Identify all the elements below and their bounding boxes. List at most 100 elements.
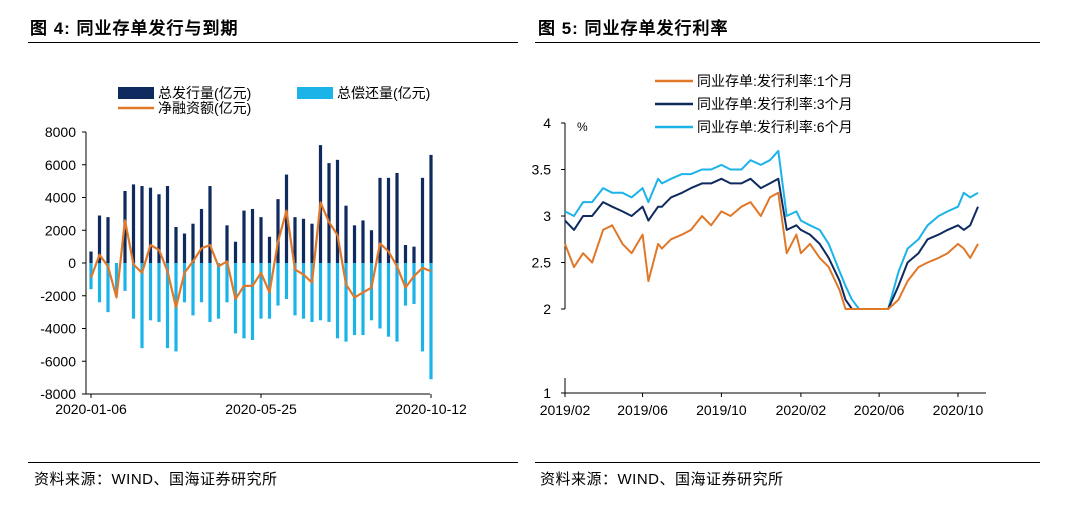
left-title-rule — [28, 42, 518, 43]
repay-bar — [420, 263, 425, 352]
repay-bar — [165, 263, 170, 349]
repay-bar — [310, 263, 314, 322]
issue-bar — [182, 233, 187, 263]
right-y-tick-label: 2.5 — [532, 255, 552, 271]
issue-bar — [335, 159, 340, 263]
repay-bar — [352, 263, 357, 336]
issue-bar — [301, 218, 306, 263]
issue-bar — [267, 236, 272, 263]
right-y-tick-label: 1 — [543, 385, 551, 401]
issue-bar — [327, 163, 331, 263]
left-y-tick-label: 2000 — [45, 222, 76, 238]
legend-6m-label: 同业存单:发行利率:6个月 — [697, 119, 853, 135]
left-y-tick-label: 4000 — [45, 190, 76, 206]
repay-bar — [114, 263, 119, 295]
left-y-tick-label: -8000 — [40, 386, 76, 402]
issue-bar — [403, 244, 408, 263]
left-y-tick-label: 6000 — [45, 157, 76, 173]
repay-bar — [318, 263, 323, 321]
repay-bar — [182, 263, 187, 303]
issue-bar — [208, 186, 212, 263]
repay-bar — [344, 263, 348, 342]
repay-bar — [327, 263, 331, 322]
legend-1m-label: 同业存单:发行利率:1个月 — [697, 73, 853, 89]
issue-bar — [276, 199, 280, 263]
issue-bar — [148, 187, 153, 263]
issue-bar — [412, 246, 416, 263]
legend-net-label: 净融资额(亿元) — [158, 100, 251, 116]
rate-3m-line — [564, 177, 979, 310]
right-x-tick-label: 2020/02 — [776, 402, 827, 418]
issue-bar — [344, 205, 348, 263]
issue-bar — [386, 177, 391, 263]
issue-bar — [369, 230, 374, 263]
repay-bar — [106, 263, 110, 313]
repay-bar — [378, 263, 382, 329]
issue-bar — [97, 215, 102, 263]
left-source-rule — [28, 462, 518, 463]
issue-bar — [378, 177, 382, 263]
repay-bar — [293, 263, 297, 316]
right-x-tick-label: 2020/10 — [933, 402, 984, 418]
issue-bar — [131, 184, 136, 263]
repay-bar — [208, 263, 212, 322]
right-y-tick-label: 4 — [543, 115, 551, 131]
left-x-tick-label: 2020-01-06 — [55, 401, 127, 417]
repay-bar — [157, 263, 161, 322]
legend-repay-swatch — [297, 87, 333, 99]
issue-bar — [310, 223, 314, 263]
left-x-tick-label: 2020-05-25 — [225, 401, 297, 417]
repay-bar — [361, 263, 365, 336]
repay-bar — [369, 263, 374, 321]
issue-bar — [361, 220, 365, 263]
repay-bar — [225, 263, 229, 303]
issue-bar — [250, 208, 255, 263]
repay-bar — [403, 263, 408, 306]
issue-bar — [225, 225, 229, 263]
issue-bar — [242, 210, 246, 263]
right-source-note: 资料来源：WIND、国海证券研究所 — [540, 471, 784, 488]
right-x-tick-label: 2019/10 — [696, 402, 747, 418]
issue-bar — [106, 217, 110, 263]
legend-3m-label: 同业存单:发行利率:3个月 — [697, 96, 853, 112]
repay-bar — [386, 263, 391, 337]
right-title-rule — [535, 42, 1040, 43]
issue-bar — [420, 177, 425, 263]
repay-bar — [412, 263, 416, 304]
left-y-tick-label: -4000 — [40, 321, 76, 337]
right-x-tick-label: 2019/06 — [617, 402, 668, 418]
issue-bar — [429, 154, 433, 263]
repay-bar — [429, 263, 433, 380]
issue-bar — [140, 186, 144, 263]
issue-bar — [165, 186, 170, 263]
left-x-tick-label: 2020-10-12 — [395, 401, 467, 417]
issue-bar — [157, 194, 161, 263]
issue-bar — [259, 217, 263, 263]
right-source-rule — [535, 462, 1040, 463]
repay-bar — [131, 263, 136, 319]
left-y-tick-label: -2000 — [40, 288, 76, 304]
right-y-unit: % — [577, 120, 588, 134]
right-y-tick-label: 2 — [543, 301, 551, 317]
repay-bar — [148, 263, 153, 321]
rate-1m-line — [564, 191, 979, 310]
repay-bar — [191, 263, 195, 316]
legend-repay-label: 总偿还量(亿元) — [337, 85, 430, 101]
repay-bar — [301, 263, 306, 319]
left-y-tick-label: 0 — [68, 255, 76, 271]
repay-bar — [242, 263, 246, 339]
right-y-tick-label: 3 — [543, 208, 551, 224]
left-figure-title: 图 4: 同业存单发行与到期 — [30, 19, 239, 38]
right-x-tick-label: 2020/06 — [854, 402, 905, 418]
right-x-tick-label: 2019/02 — [540, 402, 591, 418]
net-financing-line — [89, 201, 432, 309]
legend-issue-swatch — [118, 87, 154, 99]
repay-bar — [140, 263, 144, 349]
issuance-maturity-chart: -8000 -6000 -4000 -2000 0 2000 4000 6000 8000 202… — [40, 85, 467, 417]
issue-bar — [89, 251, 93, 263]
issue-bar — [293, 217, 297, 263]
repay-bar — [97, 263, 102, 303]
left-y-tick-label: -6000 — [40, 353, 76, 369]
repay-bar — [123, 263, 127, 291]
